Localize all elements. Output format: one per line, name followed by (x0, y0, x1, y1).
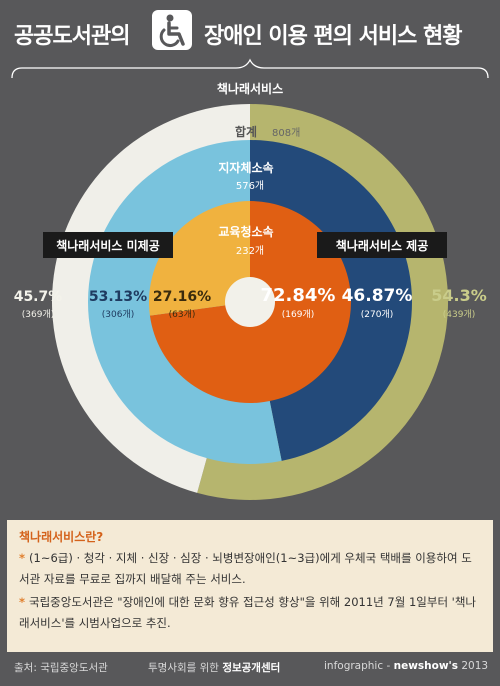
legend-label-provided: 책나래서비스 제공 (336, 238, 429, 253)
bullet-icon: * (19, 551, 26, 565)
footer-source: 출처: 국립중앙도서관 (14, 662, 108, 674)
header: 공공도서관의 장애인 이용 편의 서비스 현황 책나래서비스 (0, 0, 500, 96)
brace-bracket (11, 58, 489, 79)
footer-credit: infographic - newshow's 2013 (324, 660, 488, 672)
center-hole (225, 277, 275, 327)
data-label-percent: 27.16% (153, 289, 211, 305)
info-item-text: 국립중앙도서관은 "장애인에 대한 문화 향유 접근성 향상"을 위해 2011… (19, 595, 477, 630)
legend-label-not-provided: 책나래서비스 미제공 (56, 238, 160, 253)
data-label-percent: 72.84% (261, 285, 336, 306)
bullet-icon: * (19, 595, 26, 609)
ring-total-label: 576개 (236, 180, 264, 192)
legend-box-not-provided (43, 232, 173, 258)
data-label-percent: 45.7% (14, 289, 63, 305)
info-item: * 국립중앙도서관은 "장애인에 대한 문화 향유 접근성 향상"을 위해 201… (19, 592, 479, 634)
ring-total-label: 232개 (236, 245, 264, 257)
data-label-count: (439개) (443, 309, 475, 320)
data-label-count: (306개) (102, 309, 134, 320)
info-item-text: (1~6급) · 청각 · 지체 · 신장 · 심장 · 뇌병변장애인(1~3급… (19, 551, 472, 586)
data-label-percent: 54.3% (431, 286, 487, 305)
info-box: 책나래서비스란? * (1~6급) · 청각 · 지체 · 신장 · 심장 · 뇌… (7, 520, 493, 652)
footer-credit-prefix: infographic - (324, 660, 391, 672)
footer-center-prefix: 투명사회를 위한 (148, 662, 219, 674)
brace-label: 책나래서비스 (216, 82, 284, 96)
data-label-percent: 46.87% (342, 286, 413, 306)
footer-credit-year: 2013 (461, 660, 489, 672)
info-item: * (1~6급) · 청각 · 지체 · 신장 · 심장 · 뇌병변장애인(1~3… (19, 548, 479, 590)
footer-center-bold: 정보공개센터 (222, 662, 281, 674)
data-label-count: (369개) (22, 309, 54, 320)
ring-name-label: 지자체소속 (218, 160, 273, 175)
data-label-count: (270개) (361, 309, 393, 320)
wheelchair-icon (152, 10, 192, 50)
ring-total-label: 808개 (272, 127, 300, 139)
footer-credit-bold: newshow's (393, 660, 458, 672)
footer-center: 투명사회를 위한 정보공개센터 (148, 660, 280, 675)
info-title: 책나래서비스란? (19, 530, 104, 544)
page-title-right: 장애인 이용 편의 서비스 현황 (204, 24, 463, 49)
data-label-count: (63개) (169, 309, 196, 320)
page-title-left: 공공도서관의 (14, 24, 130, 49)
ring-name-label: 교육청소속 (218, 224, 273, 239)
pie-slice-inner-not-provided (149, 201, 250, 316)
legend-box-provided (317, 232, 447, 258)
data-label-count: (169개) (282, 309, 314, 320)
data-label-percent: 53.13% (89, 289, 147, 305)
ring-name-label: 합계 (235, 124, 257, 139)
